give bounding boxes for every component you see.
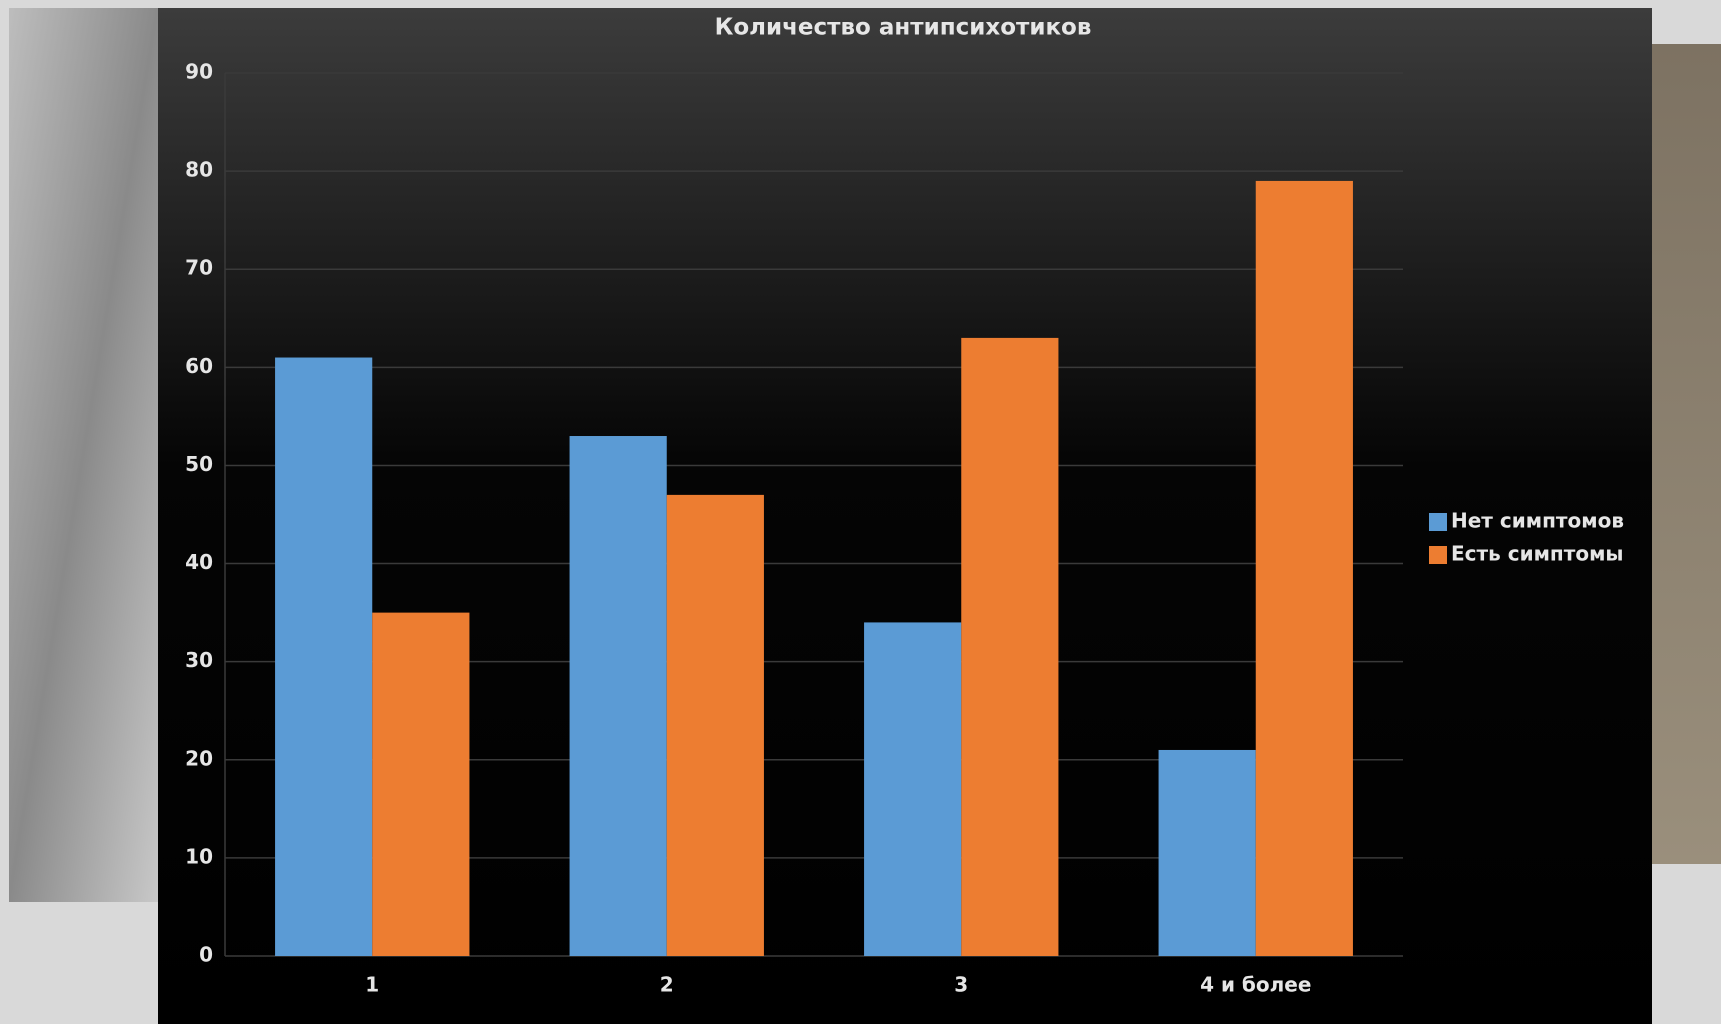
y-tick-label: 50 — [185, 452, 213, 476]
y-tick-label: 20 — [185, 746, 213, 770]
y-tick-label: 40 — [185, 550, 213, 574]
y-tick-label: 0 — [199, 943, 213, 967]
x-tick-label: 3 — [954, 973, 968, 997]
photo-left — [9, 8, 158, 902]
photo-right — [1652, 44, 1721, 864]
chart-title: Количество антипсихотиков — [715, 15, 1092, 41]
bar — [275, 357, 373, 956]
x-tick-label: 4 и более — [1200, 973, 1311, 997]
y-tick-label: 90 — [185, 60, 213, 84]
legend-swatch — [1429, 513, 1447, 531]
y-tick-label: 80 — [185, 158, 213, 182]
bar — [1158, 749, 1256, 956]
legend-label: Нет симптомов — [1451, 509, 1624, 533]
bar — [666, 494, 764, 956]
bar — [372, 612, 470, 956]
x-tick-label: 2 — [660, 973, 674, 997]
bar — [1255, 180, 1353, 956]
bar — [961, 337, 1059, 956]
x-tick-label: 1 — [365, 973, 379, 997]
y-tick-label: 30 — [185, 648, 213, 672]
bar — [864, 622, 962, 956]
legend-label: Есть симптомы — [1451, 542, 1624, 566]
y-tick-label: 10 — [185, 844, 213, 868]
y-tick-label: 60 — [185, 354, 213, 378]
legend-swatch — [1429, 546, 1447, 564]
y-tick-label: 70 — [185, 256, 213, 280]
bar — [569, 436, 667, 956]
